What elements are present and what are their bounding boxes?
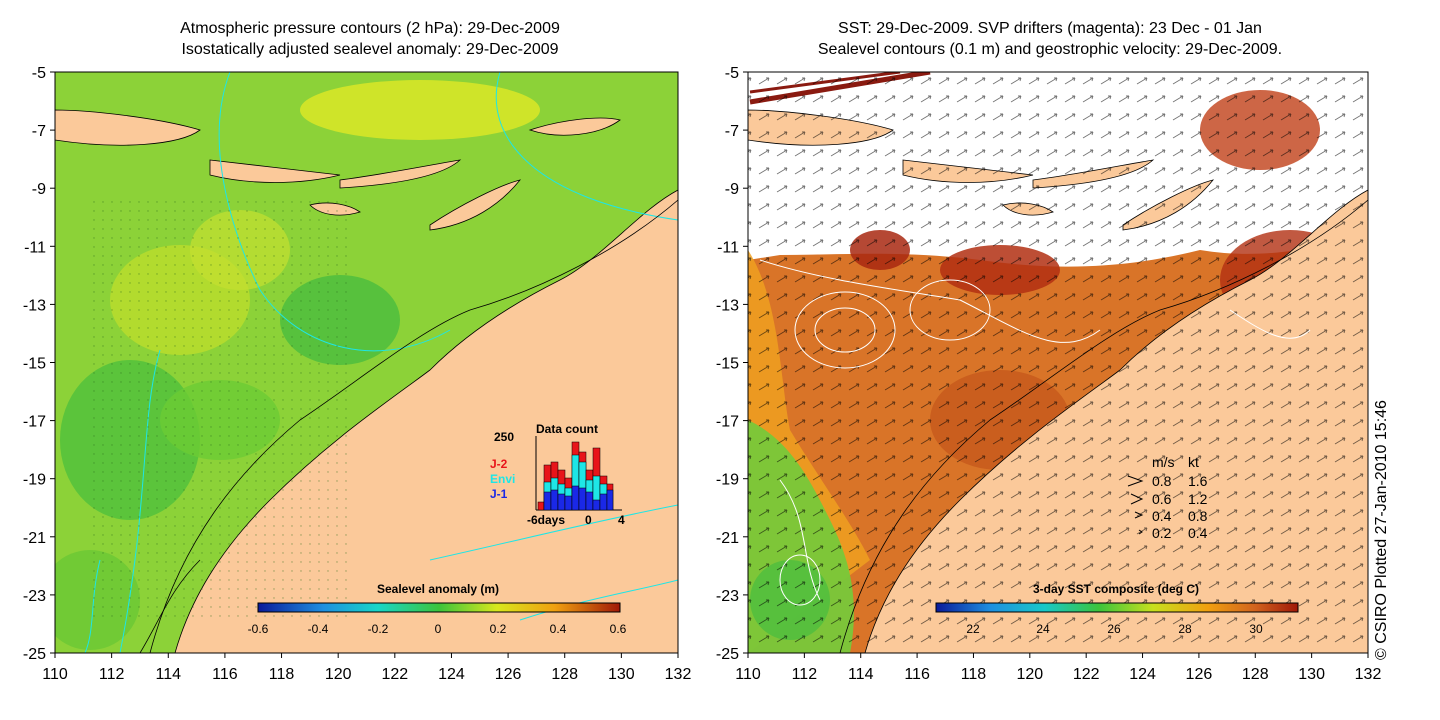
lat-tick-label: -17 (716, 414, 739, 431)
legend-j2: J-2 (490, 457, 508, 471)
lon-tick-label: 132 (665, 666, 692, 683)
legend-arrow-02 (1138, 529, 1143, 535)
lon-tick-label: 110 (42, 666, 68, 683)
legend-arrow-08 (1127, 475, 1144, 487)
left-cb-tick: 0.4 (550, 622, 567, 636)
lat-tick-label: -25 (716, 646, 739, 663)
lon-tick-label: 132 (1355, 666, 1382, 683)
plot-credit: © CSIRO Plotted 27-Jan-2010 15:46 (1373, 400, 1390, 660)
inset-xlabel-zero: 0 (585, 513, 592, 527)
lat-tick-label: -5 (725, 65, 739, 82)
inset-ymax-label: 250 (494, 430, 514, 444)
left-axes: -5 -7 -9 -11 -13 -15 -17 -19 -21 -23 -25 110 112 114 1… (23, 65, 692, 683)
lat-tick-label: -7 (32, 123, 46, 140)
left-cb-tick: -0.2 (368, 622, 389, 636)
lat-tick-label: -19 (716, 472, 739, 489)
velocity-legend: m/s kt 0.8 1.6 0.6 1.2 0.4 0.8 0.2 0.4 (1127, 454, 1208, 541)
lon-tick-label: 124 (438, 666, 465, 683)
lon-tick-label: 128 (551, 666, 578, 683)
legend-kt: 0.4 (1188, 525, 1208, 541)
legend-ms: 0.6 (1152, 491, 1172, 507)
legend-envi: Envi (490, 472, 515, 486)
right-cb-tick: 22 (966, 622, 980, 636)
lat-tick-label: -13 (716, 297, 739, 314)
lat-tick-label: -13 (23, 297, 46, 314)
lon-tick-label: 122 (1073, 666, 1100, 683)
lat-tick-label: -7 (725, 123, 739, 140)
left-title-line2: Isostatically adjusted sealevel anomaly:… (181, 41, 559, 58)
lat-tick-label: -23 (716, 588, 739, 605)
right-cb-tick: 30 (1249, 622, 1263, 636)
right-title-line1: SST: 29-Dec-2009. SVP drifters (magenta)… (838, 20, 1262, 37)
lat-tick-label: -19 (23, 472, 46, 489)
lat-tick-label: -9 (32, 181, 46, 198)
inset-xlabel-end: 4 (618, 513, 625, 527)
lat-tick-label: -25 (23, 646, 46, 663)
lat-tick-label: -21 (23, 530, 46, 547)
lat-tick-label: -11 (24, 239, 46, 256)
lon-tick-label: 112 (99, 666, 125, 683)
legend-ms: 0.8 (1152, 473, 1172, 489)
left-cb-tick: 0.6 (610, 622, 627, 636)
lat-tick-label: -23 (23, 588, 46, 605)
left-cb-tick: -0.6 (248, 622, 269, 636)
right-cb-tick: 28 (1178, 622, 1192, 636)
lon-tick-label: 124 (1129, 666, 1156, 683)
right-map (748, 72, 1368, 653)
lon-tick-label: 116 (212, 666, 238, 683)
lon-tick-label: 112 (792, 666, 818, 683)
inset-title: Data count (536, 422, 598, 436)
right-title-line2: Sealevel contours (0.1 m) and geostrophi… (817, 41, 1283, 58)
legend-arrow-06 (1130, 493, 1144, 505)
right-cb-tick: 24 (1036, 622, 1050, 636)
legend-ms: 0.2 (1152, 525, 1172, 541)
lon-tick-label: 118 (961, 666, 987, 683)
lat-tick-label: -11 (717, 239, 739, 256)
lon-tick-label: 120 (1016, 666, 1043, 683)
legend-header-kt: kt (1188, 454, 1199, 470)
lat-tick-label: -21 (716, 530, 739, 547)
lat-tick-label: -9 (725, 181, 739, 198)
lon-tick-label: 126 (1186, 666, 1213, 683)
lon-tick-label: 114 (848, 666, 874, 683)
lon-tick-label: 114 (156, 666, 182, 683)
legend-kt: 1.2 (1188, 491, 1208, 507)
inset-xlabel-start: -6days (527, 513, 565, 527)
lon-tick-label: 110 (735, 666, 761, 683)
lon-tick-label: 118 (269, 666, 295, 683)
left-cb-tick: 0.2 (490, 622, 507, 636)
lon-tick-label: 120 (325, 666, 352, 683)
legend-kt: 1.6 (1188, 473, 1208, 489)
right-axes: -5 -7 -9 -11 -13 -15 -17 -19 -21 -23 -25 110 112 114 1… (716, 65, 1382, 683)
lon-tick-label: 130 (608, 666, 635, 683)
data-count-inset: Data count 250 (490, 422, 625, 527)
right-cb-tick: 26 (1107, 622, 1121, 636)
lon-tick-label: 126 (495, 666, 522, 683)
right-colorbar: 3-day SST composite (deg C) 22 24 26 28 … (935, 582, 1299, 636)
inset-bars (537, 441, 614, 511)
lat-tick-label: -17 (23, 414, 46, 431)
right-colorbar-label: 3-day SST composite (deg C) (1033, 582, 1199, 596)
lat-tick-label: -15 (23, 356, 46, 373)
legend-j1: J-1 (490, 487, 508, 501)
lon-tick-label: 116 (904, 666, 930, 683)
lat-tick-label: -5 (32, 65, 46, 82)
lat-tick-label: -15 (716, 356, 739, 373)
left-cb-tick: -0.4 (308, 622, 329, 636)
lon-tick-label: 130 (1298, 666, 1325, 683)
legend-arrow-04 (1134, 511, 1144, 519)
legend-header-ms: m/s (1152, 454, 1175, 470)
lon-tick-label: 128 (1242, 666, 1269, 683)
legend-kt: 0.8 (1188, 508, 1208, 524)
legend-ms: 0.4 (1152, 508, 1172, 524)
left-title-line1: Atmospheric pressure contours (2 hPa): 2… (180, 20, 560, 37)
left-colorbar-label: Sealevel anomaly (m) (377, 582, 499, 596)
lon-tick-label: 122 (381, 666, 408, 683)
left-colorbar: Sealevel anomaly (m) -0.6 -0.4 -0.2 0 0.… (248, 582, 627, 636)
left-cb-tick: 0 (435, 622, 442, 636)
left-map (55, 72, 678, 653)
